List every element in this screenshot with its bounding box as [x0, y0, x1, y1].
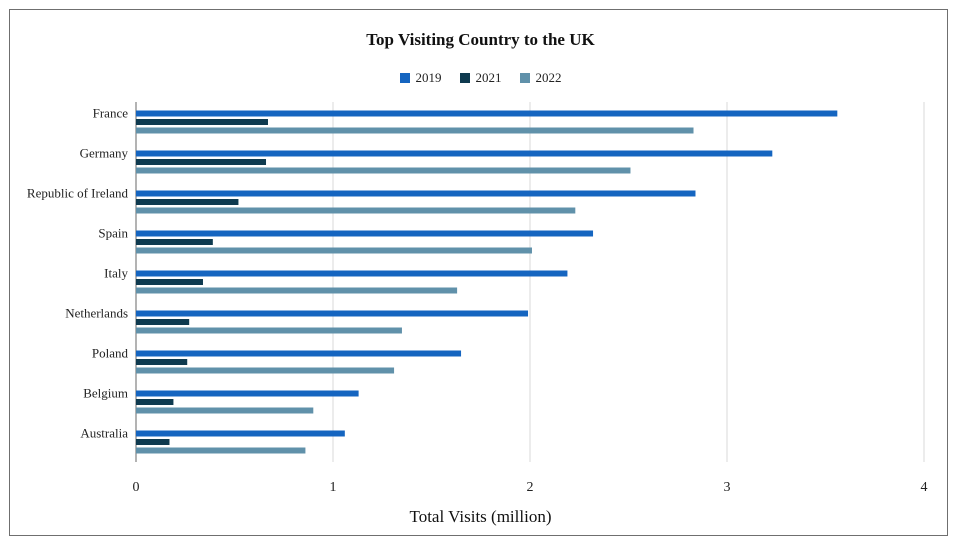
- bar-2019: [136, 430, 345, 437]
- bar-2022: [136, 407, 314, 414]
- bar-2021: [136, 399, 174, 405]
- bar-2019: [136, 310, 529, 317]
- bar-2022: [136, 367, 395, 374]
- x-tick-label: 2: [527, 480, 534, 495]
- category-label: Netherlands: [65, 306, 128, 321]
- bar-2021: [136, 119, 268, 125]
- bar-2022: [136, 327, 402, 334]
- bar-2021: [136, 319, 190, 325]
- bar-2021: [136, 439, 170, 445]
- category-label: Republic of Ireland: [27, 186, 129, 201]
- category-label: Belgium: [83, 386, 128, 401]
- bar-2019: [136, 190, 696, 197]
- bar-2019: [136, 270, 568, 277]
- category-label: Spain: [98, 226, 128, 241]
- bar-2022: [136, 207, 576, 214]
- bar-2019: [136, 350, 462, 357]
- legend-label-2022: 2022: [535, 70, 562, 85]
- legend-item-2022: 2022: [519, 70, 562, 86]
- x-tick-label: 4: [921, 480, 928, 495]
- legend-swatch-2021: [459, 73, 470, 83]
- legend-swatch-2022: [519, 73, 530, 83]
- x-axis-title: Total Visits (million): [409, 507, 552, 526]
- bar-2022: [136, 247, 532, 254]
- bar-2019: [136, 230, 594, 237]
- bar-2021: [136, 159, 267, 165]
- legend-swatch-2019: [399, 73, 410, 83]
- category-label: Australia: [80, 426, 128, 441]
- category-label: Germany: [80, 146, 129, 161]
- bar-2019: [136, 150, 773, 157]
- bar-2022: [136, 287, 458, 294]
- legend-label-2021: 2021: [475, 70, 502, 85]
- x-tick-label: 0: [133, 480, 140, 495]
- legend-item-2021: 2021: [459, 70, 502, 86]
- bar-2021: [136, 199, 239, 205]
- bar-2022: [136, 167, 631, 174]
- category-label: France: [93, 106, 129, 121]
- chart-legend: 2019 2021 2022: [0, 70, 961, 86]
- legend-item-2019: 2019: [399, 70, 442, 86]
- x-tick-label: 3: [724, 480, 731, 495]
- category-label: Poland: [92, 346, 129, 361]
- chart-title: Top Visiting Country to the UK: [366, 30, 595, 49]
- legend-label-2019: 2019: [415, 70, 442, 85]
- bar-2022: [136, 127, 694, 134]
- bar-2021: [136, 239, 213, 245]
- bar-2019: [136, 110, 838, 117]
- bar-2022: [136, 447, 306, 454]
- bar-2021: [136, 359, 188, 365]
- bar-2019: [136, 390, 359, 397]
- bar-2021: [136, 279, 203, 285]
- x-tick-label: 1: [330, 480, 337, 495]
- category-label: Italy: [104, 266, 128, 281]
